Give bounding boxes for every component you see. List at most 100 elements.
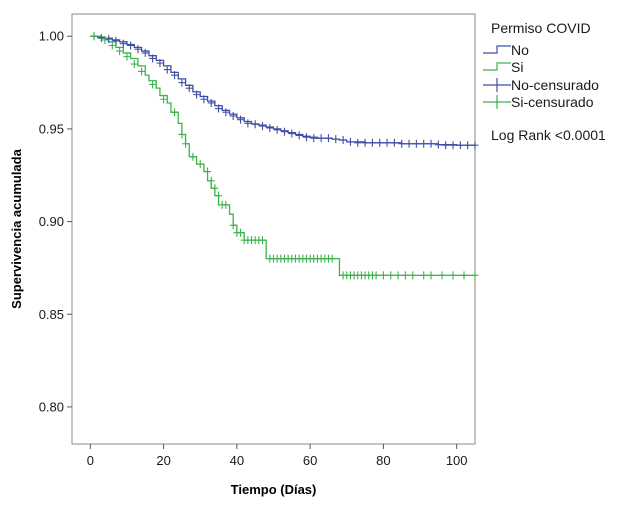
legend-label-no: No <box>511 42 529 58</box>
censor-mark-si <box>130 60 138 69</box>
y-axis-title: Supervivencia acumulada <box>9 148 24 308</box>
legend-entry-si-censurado: Si-censurado <box>483 94 594 110</box>
censor-mark-no <box>119 39 127 48</box>
censor-mark-si <box>420 271 428 280</box>
censor-mark-no <box>346 137 354 146</box>
y-tick-label: 1.00 <box>39 29 64 44</box>
censor-mark-si <box>460 271 468 280</box>
x-axis-ticks: 0 20 40 60 80 100 <box>87 444 468 468</box>
censor-mark-si <box>196 160 204 169</box>
x-tick-label: 100 <box>446 453 468 468</box>
censor-mark-si <box>222 200 230 209</box>
censor-mark-si <box>123 52 131 61</box>
censor-mark-no <box>127 41 135 50</box>
censor-mark-si <box>160 95 168 104</box>
censor-mark-no <box>288 129 296 138</box>
censor-mark-no <box>420 139 428 148</box>
censor-mark-no <box>251 120 259 129</box>
censor-mark-no <box>97 34 105 43</box>
x-tick-label: 80 <box>376 453 390 468</box>
censor-mark-si <box>101 35 109 44</box>
censor-mark-no <box>237 115 245 124</box>
censor-mark-si <box>229 221 237 230</box>
censor-mark-si <box>409 271 417 280</box>
censor-mark-no <box>295 131 303 140</box>
censor-mark-no <box>471 141 479 150</box>
censor-mark-si <box>259 236 267 245</box>
censor-mark-si <box>215 191 223 200</box>
censor-mark-no <box>434 140 442 149</box>
censor-mark-no <box>376 138 384 147</box>
y-tick-label: 0.85 <box>39 307 64 322</box>
legend-swatch-no-censurado <box>483 78 511 92</box>
x-tick-label: 0 <box>87 453 94 468</box>
censor-mark-no <box>178 78 186 87</box>
censor-mark-no <box>171 71 179 80</box>
censor-mark-no <box>229 111 237 120</box>
censor-mark-no <box>156 59 164 68</box>
censor-mark-no <box>442 141 450 150</box>
censor-mark-no <box>193 90 201 99</box>
censor-mark-si <box>182 139 190 148</box>
y-tick-label: 0.95 <box>39 121 64 136</box>
censor-mark-no <box>207 98 215 107</box>
censor-mark-si <box>379 271 387 280</box>
censor-mark-no <box>215 104 223 113</box>
censor-mark-no <box>456 141 464 150</box>
x-tick-label: 40 <box>230 453 244 468</box>
legend-swatch-si-censurado <box>483 95 511 109</box>
censor-mark-no <box>339 136 347 145</box>
legend: Permiso COVID No Si No-censurado Si-cens… <box>483 20 606 143</box>
legend-entry-no: No <box>483 42 529 58</box>
censor-mark-si <box>401 271 409 280</box>
censor-mark-si <box>237 228 245 237</box>
legend-swatch-si <box>483 62 511 71</box>
censor-mark-si <box>328 254 336 263</box>
censor-mark-si <box>171 108 179 117</box>
censor-mark-si <box>149 80 157 89</box>
y-axis-ticks: 0.80 0.85 0.90 0.95 1.00 <box>39 29 72 414</box>
censor-mark-no <box>324 134 332 143</box>
censor-mark-no <box>244 119 252 128</box>
censor-mark-no <box>398 139 406 148</box>
censor-mark-si <box>178 130 186 139</box>
censor-mark-si <box>207 176 215 185</box>
censor-mark-no <box>368 138 376 147</box>
censor-mark-no <box>200 95 208 104</box>
plot-frame <box>71 13 476 445</box>
y-tick-label: 0.80 <box>39 399 64 414</box>
censor-mark-si <box>90 32 98 41</box>
x-tick-label: 20 <box>156 453 170 468</box>
censor-mark-no <box>112 36 120 45</box>
censor-mark-no <box>427 139 435 148</box>
legend-label-si-censurado: Si-censurado <box>511 94 594 110</box>
censor-mark-no <box>280 127 288 136</box>
x-axis-title: Tiempo (Días) <box>231 482 317 497</box>
censor-mark-no <box>332 135 340 144</box>
censor-mark-no <box>383 138 391 147</box>
censor-mark-si <box>394 271 402 280</box>
series-line-no <box>90 35 475 146</box>
censor-mark-no <box>141 48 149 57</box>
censor-mark-no <box>449 141 457 150</box>
censor-mark-no <box>149 54 157 63</box>
censor-mark-no <box>134 45 142 54</box>
censor-mark-si <box>108 41 116 50</box>
censor-mark-no <box>105 35 113 44</box>
censor-mark-no <box>302 133 310 142</box>
legend-swatch-no <box>483 45 511 54</box>
censor-mark-si <box>138 67 146 76</box>
censor-mark-no <box>273 125 281 134</box>
legend-entry-si: Si <box>483 59 523 75</box>
censor-mark-no <box>361 138 369 147</box>
censor-mark-no <box>163 65 171 74</box>
censor-mark-si <box>189 152 197 161</box>
censor-mark-si <box>204 167 212 176</box>
censor-mark-no <box>222 108 230 117</box>
censor-mark-no <box>310 134 318 143</box>
censor-mark-si <box>427 271 435 280</box>
y-tick-label: 0.90 <box>39 214 64 229</box>
censor-mark-no <box>317 134 325 143</box>
legend-label-no-censurado: No-censurado <box>511 77 599 93</box>
